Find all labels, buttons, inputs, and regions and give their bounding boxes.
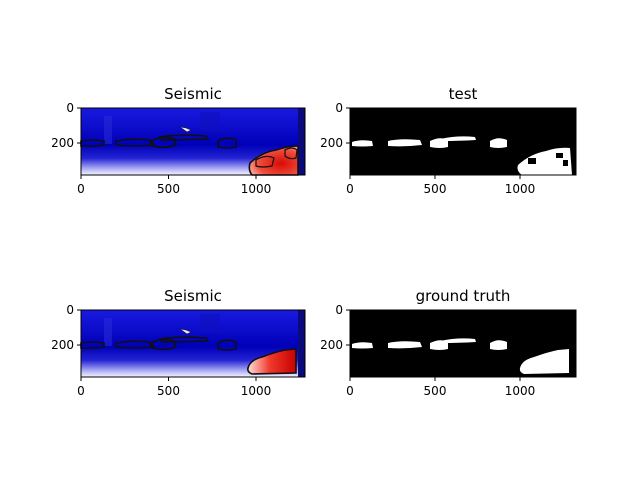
- mask-body: [490, 138, 507, 148]
- x-tick-label: 1000: [241, 182, 272, 196]
- x-tick-label: 500: [157, 182, 180, 196]
- x-tick-label: 0: [77, 182, 85, 196]
- axes-frame: [349, 107, 577, 176]
- x-tick-label: 0: [346, 182, 354, 196]
- mask-body: [352, 342, 373, 349]
- x-tick-label: 500: [424, 384, 447, 398]
- x-tick-label: 500: [157, 384, 180, 398]
- seismic-stripe: [200, 112, 220, 130]
- x-axis: 0 500 1000: [77, 377, 271, 398]
- x-tick-label: 500: [424, 182, 447, 196]
- y-tick-label: 0: [335, 303, 343, 317]
- y-tick-label: 0: [66, 303, 74, 317]
- salt-contour: [115, 138, 156, 147]
- panel-title: Seismic: [164, 85, 222, 103]
- seismic-artifact: [179, 328, 192, 335]
- panel-seismic-bottom: Seismic 0 500 1000: [51, 287, 306, 398]
- mask-body: [388, 139, 422, 147]
- panel-title: Seismic: [164, 287, 222, 305]
- x-tick-label: 0: [77, 384, 85, 398]
- salt-contours-bottom: [80, 336, 237, 351]
- salt-contours-top: [80, 134, 237, 149]
- mask-body: [519, 349, 569, 374]
- salt-contour: [255, 155, 275, 168]
- y-tick-label: 200: [320, 136, 343, 150]
- x-tick-label: 1000: [241, 384, 272, 398]
- axes-frame: [80, 107, 306, 176]
- salt-contour: [115, 340, 156, 349]
- seismic-stripe: [104, 116, 112, 144]
- y-tick-label: 0: [66, 101, 74, 115]
- seismic-stripe: [104, 318, 112, 346]
- y-axis: 0 200: [320, 101, 350, 150]
- mask-hole: [556, 153, 563, 158]
- salt-contour: [284, 147, 298, 160]
- x-axis: 0 500 1000: [77, 175, 271, 196]
- axes-frame: [349, 309, 577, 378]
- mask-body: [440, 136, 476, 141]
- panel-test: test 0 500 1000: [320, 85, 577, 196]
- salt-body-truth: [247, 348, 297, 375]
- x-tick-label: 1000: [505, 384, 536, 398]
- mask-holes-test: [528, 153, 568, 166]
- mask-body: [440, 338, 476, 343]
- y-axis: 0 200: [320, 303, 350, 352]
- mask-hole: [528, 158, 536, 164]
- seismic-stripe: [298, 310, 305, 377]
- seismic-stripe: [298, 108, 305, 175]
- salt-contour: [217, 339, 237, 351]
- x-tick-label: 0: [346, 384, 354, 398]
- x-axis: 0 500 1000: [346, 377, 535, 398]
- salt-contour: [217, 137, 237, 149]
- salt-contour: [80, 139, 105, 148]
- mask-body: [352, 140, 373, 147]
- mask-body: [388, 341, 422, 349]
- panel-seismic-top: Seismic 0 500 1000: [51, 85, 306, 196]
- seismic-artifact: [179, 126, 192, 133]
- panel-title: ground truth: [416, 287, 511, 305]
- panel-ground-truth: ground truth 0 500 1000: [320, 287, 577, 398]
- axes-frame: [80, 309, 306, 378]
- salt-contour: [148, 338, 178, 351]
- salt-contour: [80, 341, 105, 350]
- y-tick-label: 200: [320, 338, 343, 352]
- y-axis: 0 200: [51, 101, 81, 150]
- y-axis: 0 200: [51, 303, 81, 352]
- x-tick-label: 1000: [505, 182, 536, 196]
- mask-bodies-truth: [352, 338, 569, 374]
- salt-contour: [148, 136, 178, 149]
- salt-contour: [158, 336, 210, 343]
- mask-hole: [563, 160, 568, 166]
- x-axis: 0 500 1000: [346, 175, 535, 196]
- panel-title: test: [449, 85, 478, 103]
- y-tick-label: 0: [335, 101, 343, 115]
- y-tick-label: 200: [51, 136, 74, 150]
- salt-contour: [158, 134, 210, 141]
- y-tick-label: 200: [51, 338, 74, 352]
- seismic-stripe: [200, 314, 220, 332]
- mask-body: [490, 340, 507, 350]
